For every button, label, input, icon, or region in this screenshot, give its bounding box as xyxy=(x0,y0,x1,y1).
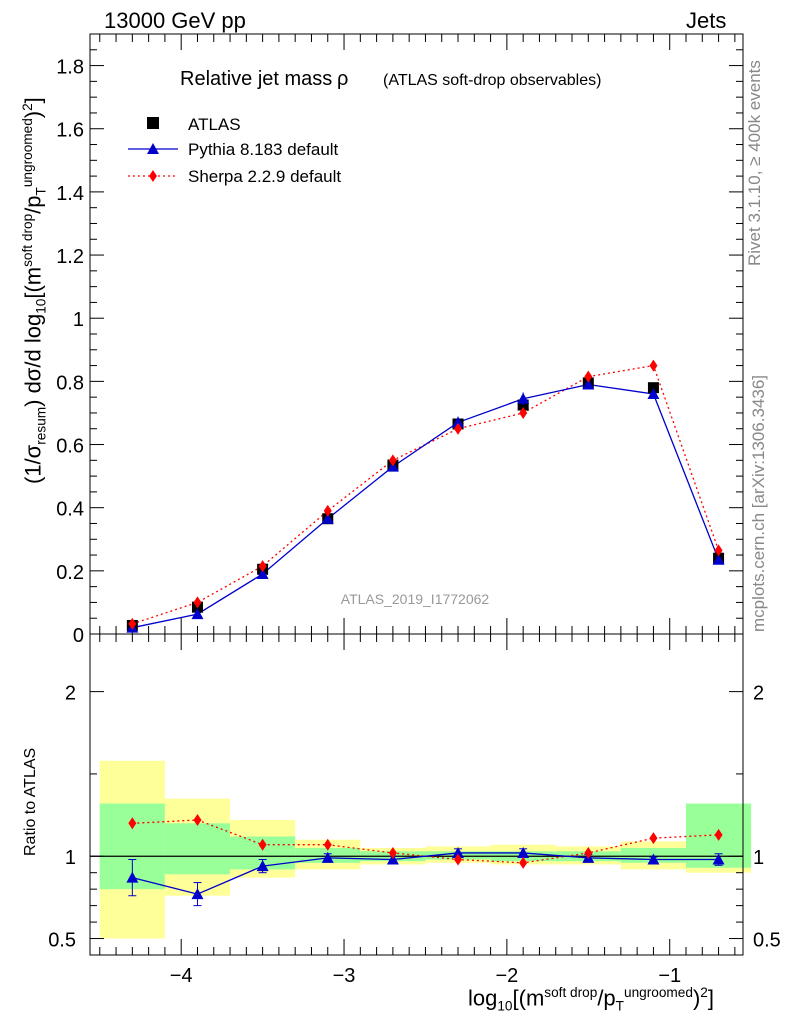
y-tick-label-main: 0.8 xyxy=(56,372,84,394)
y-tick-label-main: 1.8 xyxy=(56,57,84,79)
pythia-point-ratio xyxy=(126,871,139,883)
pythia-point-ratio xyxy=(517,846,530,858)
pythia-point-main xyxy=(517,392,530,404)
plot-title-sub: (ATLAS soft-drop observables) xyxy=(383,72,601,89)
y-tick-label-main: 1 xyxy=(73,309,84,331)
y-tick-label-ratio: 1 xyxy=(65,847,76,869)
y-tick-label-main: 1.4 xyxy=(56,183,84,205)
pythia-point-ratio xyxy=(712,853,725,865)
pythia-point-ratio xyxy=(256,860,269,872)
sherpa-point-ratio xyxy=(584,846,593,859)
pythia-line-ratio xyxy=(132,852,719,895)
sherpa-point-ratio xyxy=(323,838,332,851)
pythia-point-ratio xyxy=(321,851,334,863)
x-tick-label: −1 xyxy=(658,965,681,987)
y-tick-label-ratio-right: 1 xyxy=(753,847,764,869)
pythia-point-ratio xyxy=(386,853,399,865)
sherpa-point-ratio xyxy=(649,832,658,845)
sherpa-point-main xyxy=(323,504,332,517)
legend-pythia-marker xyxy=(147,143,159,154)
sherpa-line-main xyxy=(132,364,720,625)
ratio-frame xyxy=(89,633,744,956)
sherpa-point-ratio xyxy=(454,853,463,866)
energy-label: 13000 GeV pp xyxy=(104,8,246,33)
pythia-point-main xyxy=(712,553,725,565)
pythia-point-main xyxy=(321,512,334,524)
atlas-point xyxy=(647,382,659,394)
pythia-point-ratio xyxy=(191,888,204,900)
sherpa-line-ratio xyxy=(132,819,719,864)
sherpa-point-main xyxy=(714,544,723,557)
ratio-band-green xyxy=(164,823,231,875)
pythia-point-ratio xyxy=(452,846,465,858)
pythia-point-main xyxy=(191,608,204,620)
y-tick-label-ratio-right: 2 xyxy=(753,683,764,705)
pythia-point-main xyxy=(256,568,269,579)
sherpa-point-main xyxy=(649,359,658,372)
y-tick-label-ratio-right: 0.5 xyxy=(753,930,781,952)
y-axis-title-main: (1/σresum) dσ/d log10[(msoft drop/pTungr… xyxy=(20,97,49,484)
sherpa-point-main xyxy=(454,422,463,435)
x-tick-label: −3 xyxy=(333,965,356,987)
sherpa-point-main xyxy=(258,560,267,573)
legend-sherpa-marker xyxy=(149,170,157,182)
y-tick-label-main: 1.6 xyxy=(56,120,84,142)
y-axis-title-ratio: Ratio to ATLAS xyxy=(22,747,39,856)
legend-sherpa-label: Sherpa 2.2.9 default xyxy=(188,167,341,186)
sherpa-point-ratio xyxy=(128,817,137,830)
plot-title-main: Relative jet mass xyxy=(180,68,332,90)
analysis-id: ATLAS_2019_I1772062 xyxy=(341,591,490,607)
legend-atlas-label: ATLAS xyxy=(188,115,241,134)
process-label: Jets xyxy=(686,8,727,33)
plot-title-rho: ρ xyxy=(337,68,348,90)
sherpa-point-main xyxy=(519,406,528,419)
sherpa-point-ratio xyxy=(258,838,267,851)
y-tick-label-main: 1.2 xyxy=(56,246,84,268)
sherpa-point-main xyxy=(388,454,397,467)
y-tick-label-main: 0.2 xyxy=(56,562,84,584)
legend-pythia-label: Pythia 8.183 default xyxy=(188,140,339,159)
x-tick-label: −2 xyxy=(495,965,518,987)
sherpa-point-main xyxy=(584,370,593,383)
sherpa-point-main xyxy=(193,596,202,609)
legend-atlas-marker xyxy=(147,117,159,129)
sherpa-point-ratio xyxy=(714,828,723,841)
pythia-line-main xyxy=(132,383,720,629)
sherpa-point-main xyxy=(128,617,137,630)
rivet-label: Rivet 3.1.10, ≥ 400k events xyxy=(745,60,764,266)
y-tick-label-ratio: 2 xyxy=(65,683,76,705)
x-axis-title: log10[(msoft drop/pTungroomed)2] xyxy=(468,985,714,1014)
mcplots-label: mcplots.cern.ch [arXiv:1306.3436] xyxy=(749,374,768,632)
y-tick-label-ratio: 0.5 xyxy=(48,930,76,952)
sherpa-point-ratio xyxy=(519,856,528,869)
pythia-point-main xyxy=(452,416,465,428)
y-tick-label-main: 0 xyxy=(73,625,84,647)
pythia-point-main xyxy=(582,378,595,390)
y-tick-label-main: 0.4 xyxy=(56,499,84,521)
pythia-point-main xyxy=(647,388,660,399)
x-tick-label: −4 xyxy=(170,965,193,987)
pythia-point-ratio xyxy=(647,853,660,865)
y-tick-label-main: 0.6 xyxy=(56,436,84,458)
sherpa-point-ratio xyxy=(388,846,397,859)
sherpa-point-ratio xyxy=(193,814,202,827)
